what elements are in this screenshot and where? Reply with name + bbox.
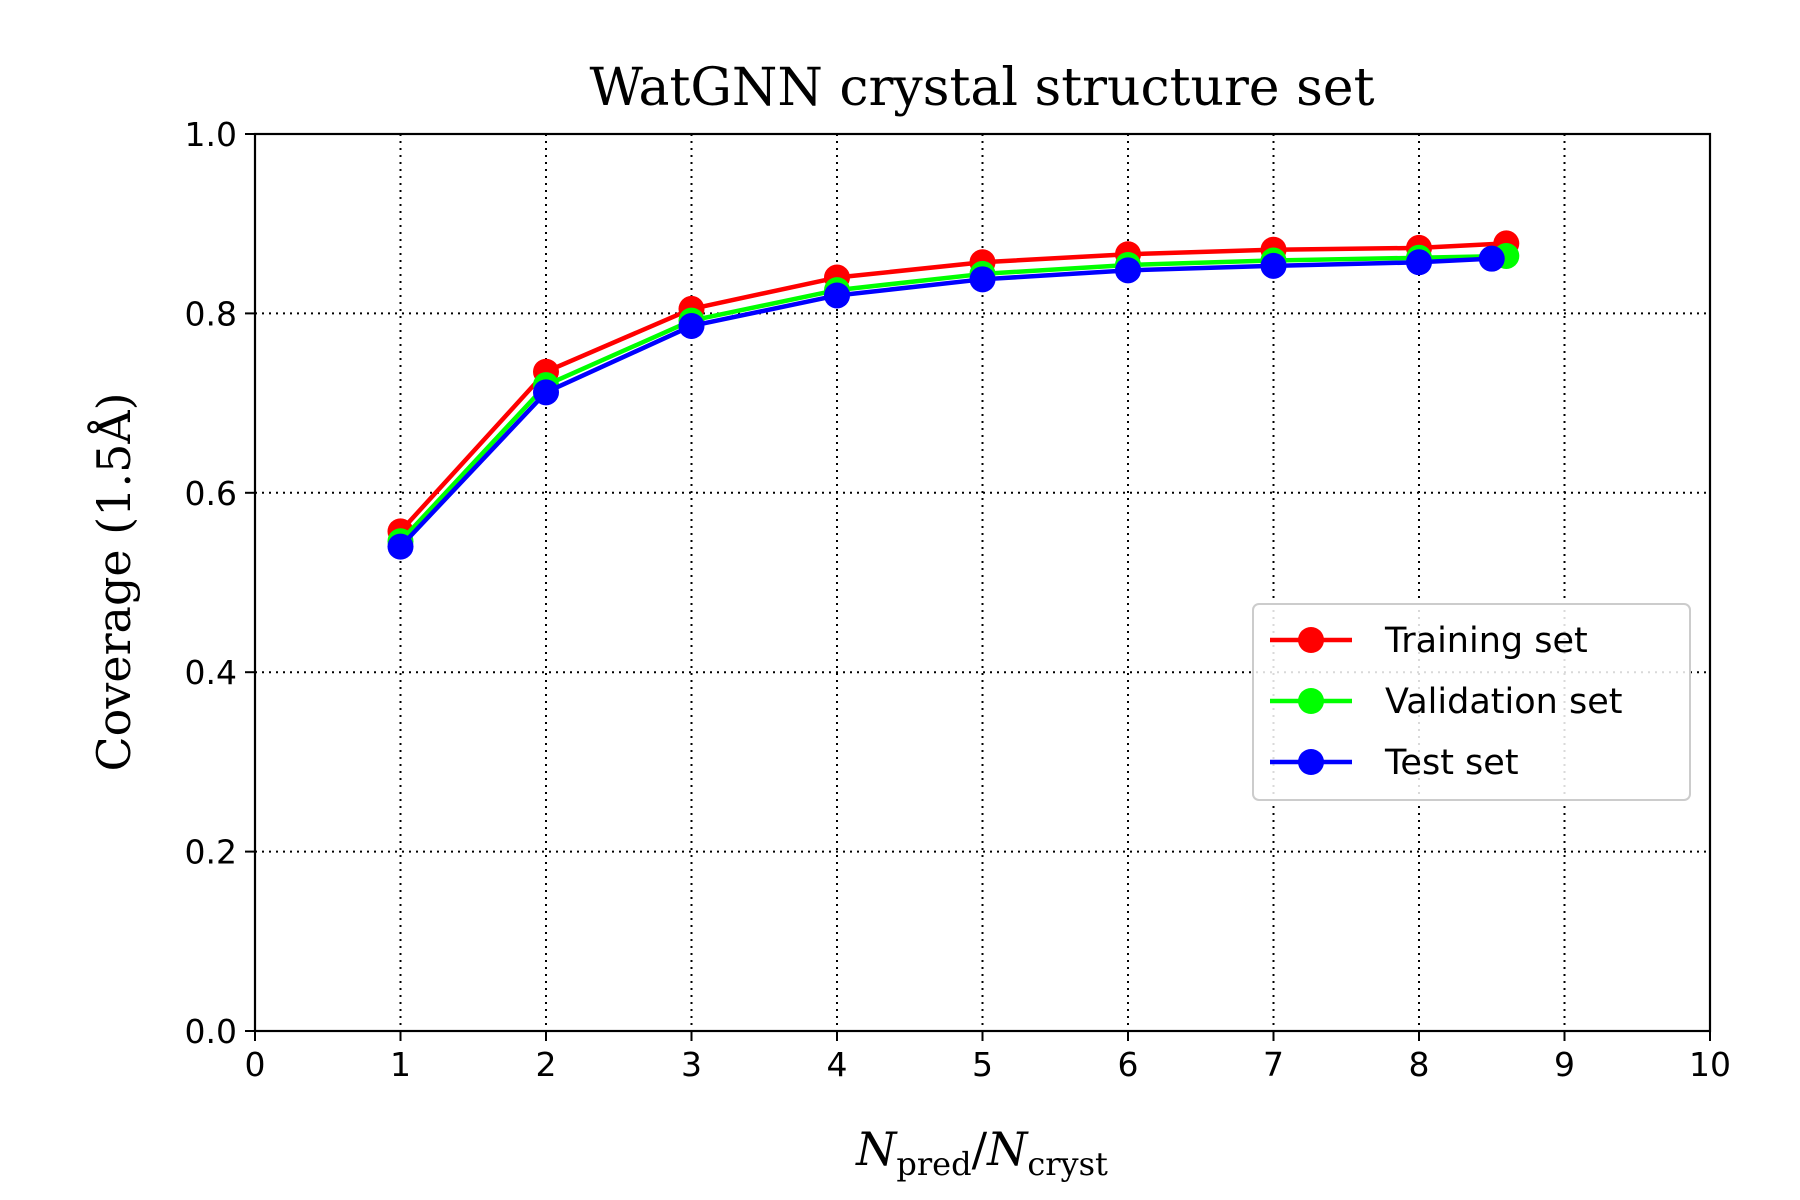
y-axis-label: Coverage (1.5Å) xyxy=(86,392,141,771)
test-set-point xyxy=(824,282,850,309)
x-tick-label: 5 xyxy=(972,1045,993,1084)
x-tick-label: 3 xyxy=(681,1045,702,1084)
x-tick-label: 10 xyxy=(1689,1045,1731,1084)
x-axis-label: Npred/Ncryst xyxy=(855,1122,1108,1183)
y-tick-label: 0.2 xyxy=(185,833,237,872)
x-tick-label: 8 xyxy=(1409,1045,1430,1084)
x-tick-label: 0 xyxy=(245,1045,266,1084)
x-tick-label: 4 xyxy=(827,1045,848,1084)
x-label-sub1: pred xyxy=(896,1145,971,1183)
legend-validation-set-label: Validation set xyxy=(1385,682,1622,722)
series-layer xyxy=(387,230,1520,560)
legend-validation-set-marker xyxy=(1298,688,1324,714)
legend-training-set-marker xyxy=(1298,627,1324,653)
y-tick-label: 0.4 xyxy=(185,653,237,692)
test-set-point xyxy=(1478,245,1505,272)
x-label-sub2: cryst xyxy=(1027,1145,1108,1183)
legend-box xyxy=(1252,603,1691,801)
test-set-point xyxy=(1115,257,1141,284)
x-tick-label: 7 xyxy=(1263,1045,1284,1084)
y-tick-label: 0.0 xyxy=(185,1012,237,1051)
x-label-n2: N xyxy=(986,1122,1029,1176)
legend: Training set Validation set Test set xyxy=(1252,603,1691,801)
legend-training-set-label: Training set xyxy=(1384,621,1588,661)
test-set-point xyxy=(1260,252,1287,279)
x-tick-label: 2 xyxy=(536,1045,557,1084)
test-set-point xyxy=(533,379,559,406)
x-tick-label: 6 xyxy=(1118,1045,1139,1084)
y-tick-label: 0.6 xyxy=(185,474,237,513)
test-set-point xyxy=(1406,249,1432,276)
legend-test-set-marker xyxy=(1298,749,1324,775)
x-label-slash: / xyxy=(972,1122,988,1176)
x-tick-label: 9 xyxy=(1554,1045,1575,1084)
x-tick-label: 1 xyxy=(390,1045,411,1084)
plot-frame xyxy=(253,132,1712,1033)
y-tick-label: 1.0 xyxy=(185,115,237,154)
axis-ticks: 0 1 2 3 4 5 6 7 8 9 10 0.0 0.2 0.4 0.6 0.8 1.0 xyxy=(185,115,1731,1084)
y-tick-label: 0.8 xyxy=(185,294,237,333)
test-set-point xyxy=(678,312,705,339)
chart-title: WatGNN crystal structure set xyxy=(590,58,1375,118)
x-label-n1: N xyxy=(855,1122,898,1176)
test-set-point xyxy=(969,266,996,293)
test-set-point xyxy=(387,533,414,560)
legend-test-set-label: Test set xyxy=(1384,743,1519,783)
